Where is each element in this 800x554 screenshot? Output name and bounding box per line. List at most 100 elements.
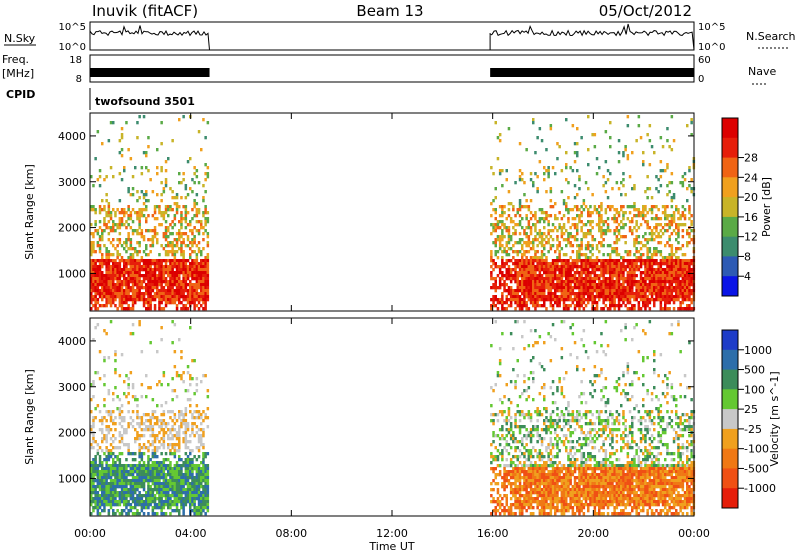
heatmap-cell bbox=[613, 271, 616, 275]
heatmap-cell bbox=[184, 503, 188, 507]
heatmap-cell bbox=[197, 208, 201, 212]
heatmap-cell bbox=[512, 232, 515, 236]
heatmap-cell bbox=[140, 446, 144, 450]
heatmap-cell bbox=[136, 473, 139, 477]
heatmap-cell bbox=[606, 280, 610, 284]
heatmap-cell bbox=[668, 253, 671, 257]
heatmap-cell bbox=[153, 446, 157, 450]
heatmap-cell bbox=[664, 223, 667, 227]
heatmap-cell bbox=[186, 461, 190, 465]
heatmap-cell bbox=[136, 295, 139, 299]
heatmap-cell bbox=[569, 289, 572, 293]
heatmap-cell bbox=[120, 304, 124, 308]
heatmap-cell bbox=[631, 286, 634, 290]
heatmap-cell bbox=[518, 259, 522, 263]
heatmap-cell bbox=[644, 274, 647, 278]
heatmap-cell bbox=[160, 461, 163, 465]
heatmap-cell bbox=[200, 476, 203, 480]
heatmap-cell bbox=[494, 286, 497, 290]
heatmap-cell bbox=[501, 274, 504, 278]
heatmap-cell bbox=[138, 449, 141, 453]
heatmap-cell bbox=[103, 491, 106, 495]
heatmap-cell bbox=[109, 470, 113, 474]
heatmap-cell bbox=[532, 271, 535, 275]
heatmap-cell bbox=[576, 301, 579, 305]
heatmap-cell bbox=[560, 274, 564, 278]
heatmap-cell bbox=[576, 253, 579, 257]
heatmap-cell bbox=[558, 301, 561, 305]
heatmap-cell bbox=[107, 410, 111, 414]
heatmap-cell bbox=[681, 301, 685, 305]
heatmap-cell bbox=[175, 250, 179, 254]
heatmap-cell bbox=[193, 497, 196, 501]
heatmap-cell bbox=[527, 223, 531, 227]
heatmap-cell bbox=[604, 304, 608, 308]
heatmap-cell bbox=[116, 455, 119, 459]
heatmap-cell bbox=[195, 208, 199, 212]
heatmap-cell bbox=[180, 223, 183, 227]
heatmap-cell bbox=[584, 265, 588, 269]
heatmap-cell bbox=[628, 250, 632, 254]
heatmap-cell bbox=[670, 289, 674, 293]
heatmap-cell bbox=[503, 289, 506, 293]
heatmap-cell bbox=[189, 286, 192, 290]
heatmap-cell bbox=[171, 277, 174, 281]
heatmap-cell bbox=[153, 494, 157, 498]
heatmap-cell bbox=[657, 271, 660, 275]
heatmap-cell bbox=[650, 298, 654, 302]
heatmap-cell bbox=[142, 193, 146, 197]
heatmap-cell bbox=[633, 184, 636, 188]
heatmap-cell bbox=[153, 280, 157, 284]
heatmap-cell bbox=[171, 268, 174, 272]
heatmap-cell bbox=[98, 169, 102, 173]
heatmap-cell bbox=[498, 205, 502, 209]
heatmap-cell bbox=[576, 256, 579, 260]
heatmap-cell bbox=[525, 292, 528, 296]
heatmap-cell bbox=[668, 307, 671, 311]
heatmap-cell bbox=[661, 292, 665, 296]
heatmap-cell bbox=[96, 512, 100, 516]
heatmap-cell bbox=[529, 271, 533, 275]
heatmap-cell bbox=[125, 488, 128, 492]
heatmap-cell bbox=[129, 473, 133, 477]
heatmap-cell bbox=[125, 485, 128, 489]
heatmap-cell bbox=[549, 283, 553, 287]
heatmap-cell bbox=[105, 268, 108, 272]
heatmap-cell bbox=[686, 229, 689, 233]
heatmap-cell bbox=[173, 500, 177, 504]
heatmap-cell bbox=[591, 280, 594, 284]
heatmap-cell bbox=[646, 277, 649, 281]
heatmap-cell bbox=[153, 503, 157, 507]
heatmap-cell bbox=[600, 271, 603, 275]
heatmap-cell bbox=[145, 277, 148, 281]
heatmap-cell bbox=[606, 286, 610, 290]
heatmap-cell bbox=[655, 229, 658, 233]
heatmap-cell bbox=[672, 265, 676, 269]
heatmap-cell bbox=[101, 259, 104, 263]
heatmap-cell bbox=[189, 274, 192, 278]
heatmap-cell bbox=[527, 295, 531, 299]
heatmap-cell bbox=[540, 292, 544, 296]
heatmap-cell bbox=[202, 500, 205, 504]
heatmap-cell bbox=[147, 470, 150, 474]
heatmap-cell bbox=[620, 181, 623, 185]
heatmap-cell bbox=[509, 235, 513, 239]
heatmap-cell bbox=[204, 482, 207, 486]
heatmap-cell bbox=[109, 265, 113, 269]
heatmap-cell bbox=[637, 250, 641, 254]
heatmap-cell bbox=[602, 259, 605, 263]
heatmap-cell bbox=[147, 298, 150, 302]
heatmap-cell bbox=[547, 295, 550, 299]
heatmap-cell bbox=[642, 211, 645, 215]
heatmap-cell bbox=[525, 307, 528, 311]
heatmap-cell bbox=[107, 431, 111, 435]
heatmap-cell bbox=[560, 280, 564, 284]
heatmap-cell bbox=[606, 253, 610, 257]
heatmap-cell bbox=[501, 298, 504, 302]
heatmap-cell bbox=[131, 506, 135, 510]
heatmap-cell bbox=[142, 452, 146, 456]
heatmap-cell bbox=[204, 473, 207, 477]
heatmap-cell bbox=[204, 220, 207, 224]
heatmap-cell bbox=[127, 307, 130, 311]
heatmap-cell bbox=[666, 298, 669, 302]
